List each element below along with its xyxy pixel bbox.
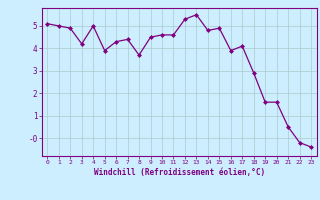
X-axis label: Windchill (Refroidissement éolien,°C): Windchill (Refroidissement éolien,°C)	[94, 168, 265, 177]
